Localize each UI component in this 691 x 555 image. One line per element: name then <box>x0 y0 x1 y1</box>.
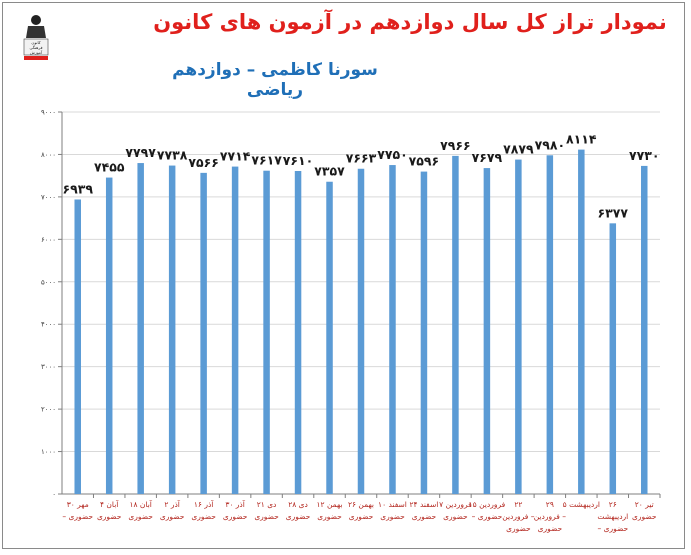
x-tick-label: حضوری <box>380 512 405 521</box>
x-tick-label: حضوری <box>128 512 153 521</box>
x-tick-label: – حضوری <box>472 512 503 521</box>
data-label: ۷۶۱۷ <box>251 153 282 168</box>
bar <box>168 165 176 495</box>
y-tick-label: ۸۰۰۰ <box>41 151 56 159</box>
data-label: ۷۶۱۰ <box>283 153 314 168</box>
x-tick-label: ۷ فروردین <box>439 500 472 509</box>
logo-line-3: آموزش <box>30 50 43 55</box>
data-label: ۷۵۹۶ <box>409 154 440 169</box>
x-tick-label: فروردین – <box>534 512 566 521</box>
data-label: ۷۷۳۸ <box>157 148 188 163</box>
data-label: ۷۶۷۹ <box>472 150 503 165</box>
x-tick-label: ۱۲ بهمن <box>317 500 343 509</box>
x-tick-label: ۲۲ <box>514 500 522 509</box>
x-tick-label: ۲۹ <box>546 500 554 509</box>
data-label: ۶۹۳۹ <box>62 181 93 196</box>
logo-icon: کانون فرهنگی آموزش <box>16 12 56 62</box>
x-tick-label: ۱۰ اسفند <box>378 500 407 509</box>
logo-line-2: فرهنگی <box>30 45 43 50</box>
y-tick-label: ۴۰۰۰ <box>41 321 56 329</box>
y-tick-label: ۵۰۰۰ <box>41 278 56 286</box>
y-tick-label: ۱۰۰۰ <box>41 448 56 456</box>
data-label: ۷۷۹۷ <box>125 145 156 160</box>
data-label: ۷۴۵۵ <box>94 160 125 175</box>
x-tick-label: حضوری <box>97 512 122 521</box>
x-tick-label: حضوری <box>160 512 185 521</box>
x-tick-label: اردیبهشت <box>597 512 628 521</box>
x-tick-label: ۳۰ آذر <box>225 499 245 509</box>
x-tick-label: ۲۶ بهمن <box>348 500 374 509</box>
x-tick-label: حضوری <box>443 512 468 521</box>
x-tick-label: حضوری <box>254 512 279 521</box>
logo-line-1: کانون <box>31 40 40 45</box>
data-label: ۷۷۵۰ <box>377 147 408 162</box>
bar <box>578 149 585 494</box>
y-tick-label: ۷۰۰۰ <box>41 193 56 201</box>
x-tick-label: حضوری <box>191 512 216 521</box>
bar <box>137 163 144 494</box>
x-tick-label: حضوری <box>506 524 531 533</box>
x-tick-label: فروردین – <box>502 512 534 521</box>
data-label: ۷۶۶۳ <box>346 151 377 166</box>
bar <box>641 165 648 494</box>
data-label: ۷۷۳۰ <box>629 148 660 163</box>
x-tick-label: ۱۶ آذر <box>194 499 214 509</box>
x-tick-label: ۲۰ تیر <box>635 500 654 509</box>
bar <box>515 159 522 495</box>
data-label: ۷۵۶۶ <box>188 155 219 170</box>
x-tick-label: – حضوری <box>597 524 628 533</box>
x-tick-label: حضوری <box>412 512 437 521</box>
y-tick-label: ۳۰۰۰ <box>41 363 56 371</box>
x-tick-label: ۳۰ مهر <box>67 500 89 509</box>
x-tick-label: ۴ آبان <box>100 499 119 509</box>
x-tick-label: حضوری <box>632 512 657 521</box>
data-label: ۷۷۱۴ <box>220 149 251 164</box>
data-label: ۷۸۷۹ <box>503 142 534 157</box>
x-tick-label: حضوری <box>223 512 248 521</box>
data-label: ۷۹۸۰ <box>535 137 566 152</box>
bar <box>483 168 491 495</box>
bar <box>74 199 81 494</box>
bar <box>357 168 365 494</box>
data-label: ۸۱۱۴ <box>566 132 597 147</box>
x-tick-label: ۲۱ دی <box>257 500 277 509</box>
x-tick-label: حضوری <box>286 512 311 521</box>
bar <box>294 170 302 494</box>
x-tick-label: حضوری <box>317 512 342 521</box>
x-tick-label: ۵ اردیبهشت <box>563 500 600 509</box>
chart-title: نمودار تراز کل سال دوازدهم در آزمون های … <box>153 10 667 34</box>
bar <box>452 155 459 494</box>
x-tick-label: ۱۵ فروردین <box>469 500 506 509</box>
data-label: ۷۹۶۶ <box>440 138 471 153</box>
bar <box>263 170 270 494</box>
bar <box>389 165 396 495</box>
bar <box>105 177 113 494</box>
data-label: ۷۳۵۷ <box>314 164 345 179</box>
x-tick-label: حضوری <box>349 512 374 521</box>
x-tick-label: ۲۶ <box>609 500 617 509</box>
bar <box>546 155 554 494</box>
chart-subtitle: سورنا کاظمی – دوازدهم ریاضی <box>172 60 378 100</box>
bar <box>200 172 207 494</box>
x-tick-label: ۱۸ آبان <box>129 499 152 509</box>
x-tick-label: ۲۴ اسفند <box>410 500 439 509</box>
x-tick-label: حضوری <box>538 524 563 533</box>
x-tick-label: ۲ آذر <box>164 499 180 509</box>
chart-frame <box>2 2 685 549</box>
y-tick-label: ۹۰۰۰ <box>41 109 56 117</box>
bar <box>326 181 333 495</box>
bar <box>231 166 239 494</box>
y-tick-label: ۶۰۰۰ <box>41 236 56 244</box>
data-label: ۶۳۷۷ <box>598 205 629 220</box>
y-tick-label: ۲۰۰۰ <box>41 406 56 414</box>
bar <box>420 171 428 495</box>
x-tick-label: – حضوری <box>62 512 93 521</box>
bar <box>609 223 617 494</box>
y-tick-label: ۰ <box>52 491 56 499</box>
x-tick-label: ۲۸ دی <box>288 500 308 509</box>
